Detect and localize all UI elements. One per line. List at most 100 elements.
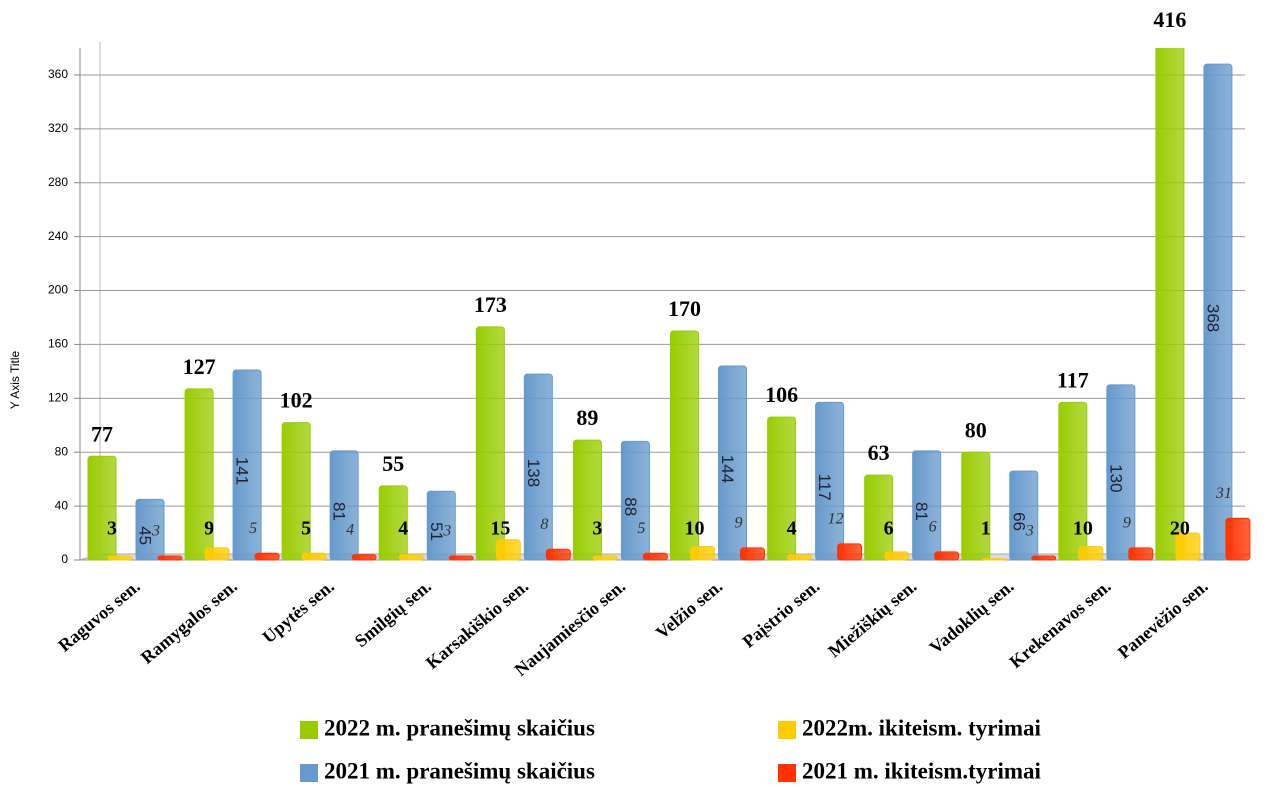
y-tick-label: 320 bbox=[48, 121, 68, 135]
bar bbox=[184, 388, 214, 561]
bar bbox=[740, 547, 765, 561]
value-label: 416 bbox=[1153, 7, 1186, 32]
value-label: 81 bbox=[912, 502, 931, 521]
bar bbox=[961, 451, 991, 561]
value-label: 173 bbox=[474, 292, 507, 317]
y-tick-label: 40 bbox=[55, 498, 69, 512]
bar bbox=[1155, 48, 1185, 561]
value-label: 10 bbox=[1073, 518, 1093, 540]
value-label: 130 bbox=[1106, 464, 1125, 492]
value-label: 8 bbox=[540, 516, 548, 533]
value-label: 12 bbox=[828, 511, 844, 528]
value-label: 10 bbox=[685, 518, 705, 540]
x-tick-label: Miežiškių sen. bbox=[824, 576, 920, 661]
bars bbox=[87, 48, 1251, 561]
y-tick-label: 80 bbox=[55, 444, 69, 458]
x-tick-label: Raguvos sen. bbox=[54, 576, 143, 656]
bar bbox=[572, 439, 602, 561]
bar bbox=[670, 330, 699, 561]
bar bbox=[1106, 384, 1136, 561]
y-axis-title: Y Axis Title bbox=[8, 350, 22, 409]
value-label: 51 bbox=[427, 522, 446, 541]
legend-label: 2022 m. pranešimų skaičius bbox=[324, 715, 595, 740]
bar bbox=[398, 554, 424, 561]
value-label: 127 bbox=[183, 354, 216, 379]
y-tick-label: 240 bbox=[48, 229, 68, 243]
value-label: 80 bbox=[965, 417, 987, 442]
bar bbox=[157, 555, 183, 561]
bar bbox=[523, 373, 553, 561]
bar bbox=[378, 485, 408, 561]
value-label: 77 bbox=[91, 421, 113, 446]
value-label: 89 bbox=[576, 405, 598, 430]
y-tick-label: 0 bbox=[61, 552, 68, 566]
x-tick-label: Velžio sen. bbox=[652, 576, 726, 643]
bar bbox=[815, 401, 845, 561]
bar bbox=[1009, 470, 1039, 561]
value-label: 9 bbox=[1123, 515, 1131, 532]
bar bbox=[864, 474, 894, 561]
x-tick-label: Karsakiškio sen. bbox=[422, 576, 532, 673]
value-label: 117 bbox=[1057, 367, 1089, 392]
value-label: 102 bbox=[280, 388, 313, 413]
value-label: 138 bbox=[524, 459, 543, 487]
value-label: 5 bbox=[301, 518, 311, 540]
value-label: 144 bbox=[718, 455, 737, 483]
y-tick-label: 160 bbox=[48, 337, 68, 351]
x-tick-label: Paįstrio sen. bbox=[738, 576, 823, 652]
bar bbox=[351, 554, 377, 561]
y-tick-label: 280 bbox=[48, 175, 68, 189]
bar bbox=[1128, 547, 1154, 561]
bar bbox=[642, 552, 668, 561]
bar bbox=[592, 555, 618, 561]
value-label: 63 bbox=[868, 440, 890, 465]
value-label: 20 bbox=[1170, 518, 1190, 540]
legend-swatch bbox=[778, 721, 796, 739]
bar bbox=[204, 547, 230, 561]
legend-label: 2022m. ikiteism. tyrimai bbox=[802, 715, 1042, 740]
legend-swatch bbox=[300, 721, 318, 739]
bar bbox=[1058, 401, 1088, 561]
value-label: 4 bbox=[398, 518, 408, 540]
value-label: 170 bbox=[668, 296, 701, 321]
bar bbox=[87, 455, 117, 561]
bar bbox=[884, 551, 910, 561]
bar bbox=[718, 365, 747, 561]
value-label: 45 bbox=[136, 526, 155, 545]
value-label: 117 bbox=[815, 474, 834, 501]
value-label: 3 bbox=[592, 518, 602, 540]
y-tick-label: 360 bbox=[48, 67, 68, 81]
bar bbox=[767, 416, 797, 561]
bar bbox=[448, 555, 474, 561]
value-label: 31 bbox=[1215, 485, 1232, 502]
value-label: 5 bbox=[249, 520, 257, 537]
x-tick-label: Vadoklių sen. bbox=[925, 576, 1017, 658]
value-label: 9 bbox=[735, 515, 743, 532]
bar bbox=[545, 548, 571, 561]
bar bbox=[837, 543, 863, 561]
bar bbox=[912, 450, 942, 561]
bar bbox=[135, 498, 165, 561]
value-label: 3 bbox=[151, 523, 160, 540]
legend-label: 2021 m. pranešimų skaičius bbox=[324, 758, 595, 783]
value-label: 66 bbox=[1009, 512, 1028, 531]
bar bbox=[690, 546, 715, 561]
bar bbox=[787, 554, 813, 561]
value-label: 4 bbox=[787, 518, 797, 540]
value-label: 5 bbox=[637, 520, 645, 537]
legend-label: 2021 m. ikiteism.tyrimai bbox=[802, 758, 1042, 783]
y-tick-label: 200 bbox=[48, 283, 68, 297]
x-tick-label: Panevėžio sen. bbox=[1114, 576, 1212, 663]
value-label: 3 bbox=[1025, 523, 1034, 540]
bar bbox=[426, 490, 456, 561]
x-tick-label: Krekenavos sen. bbox=[1005, 576, 1114, 672]
bar bbox=[1203, 63, 1233, 561]
value-label: 15 bbox=[490, 518, 510, 540]
bar bbox=[281, 422, 311, 561]
value-label: 55 bbox=[382, 451, 404, 476]
bar bbox=[232, 369, 262, 561]
bar bbox=[495, 539, 521, 561]
y-tick-label: 120 bbox=[48, 390, 68, 404]
value-label: 141 bbox=[233, 457, 252, 485]
